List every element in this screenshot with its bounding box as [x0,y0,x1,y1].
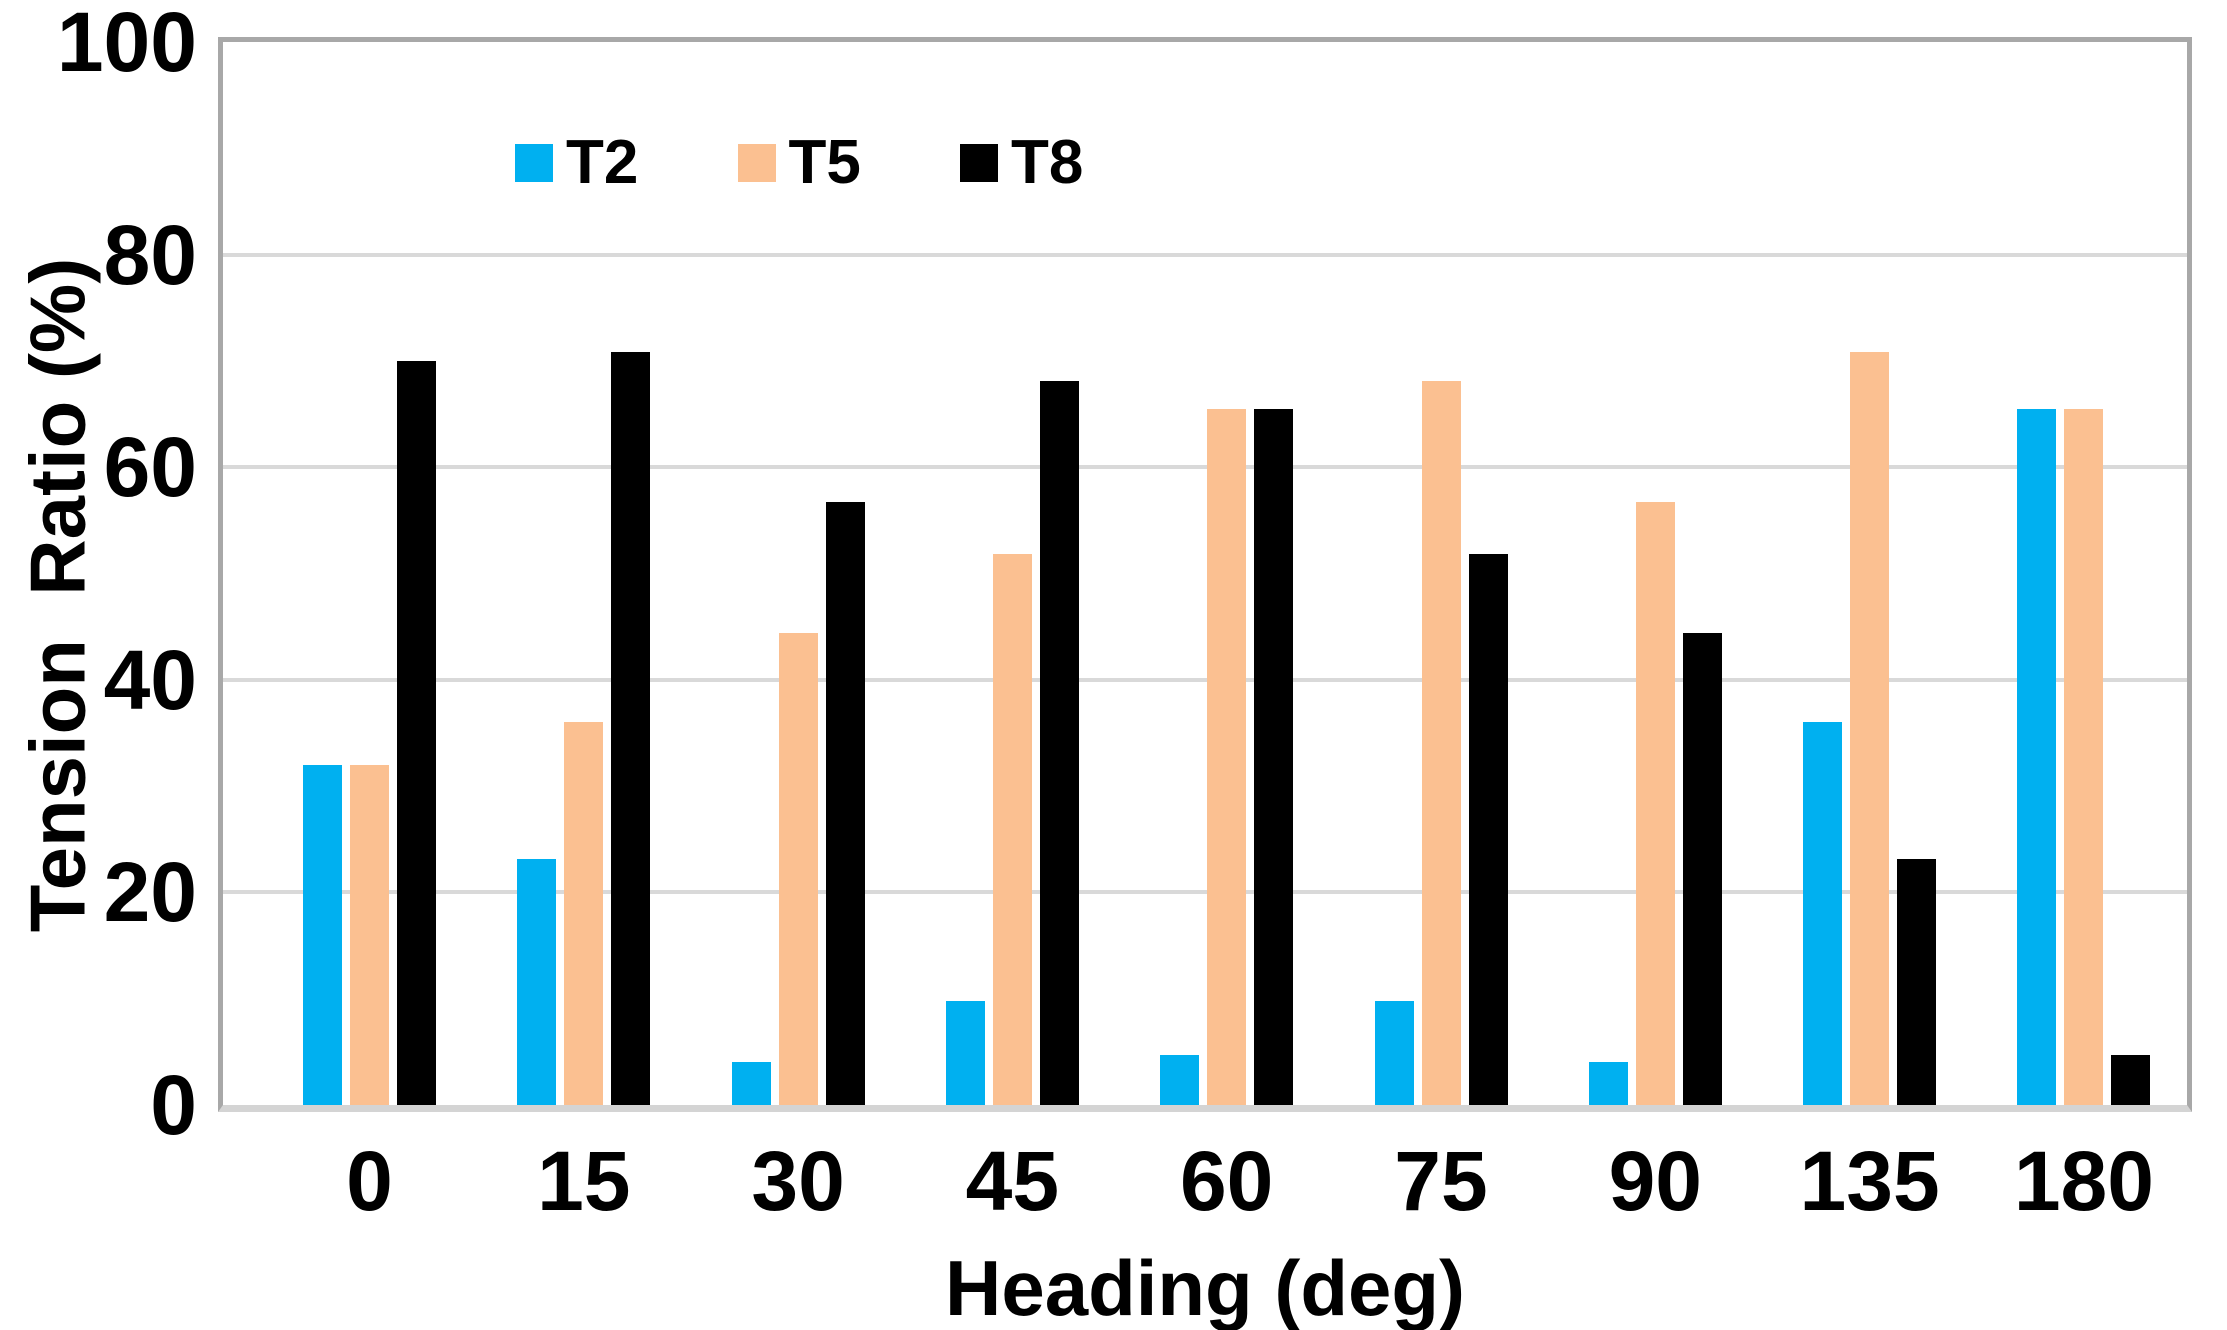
legend-entry-T5: T5 [737,128,861,197]
legend-label-T5: T5 [788,128,861,197]
legend-swatch-T8 [960,144,998,182]
legend-label-T8: T8 [1011,128,1084,197]
bar-T2-0 [303,764,342,1105]
bar-T2-45 [945,1000,985,1105]
bar-T5-135 [1850,352,1890,1105]
bar-T5-60 [1207,408,1247,1105]
x-tick-label-15: 15 [537,1134,631,1228]
gridline-40 [223,677,2187,682]
bar-T5-0 [350,764,389,1105]
bar-T5-90 [1635,502,1675,1105]
bar-T5-75 [1421,381,1461,1105]
x-tick-label-180: 180 [2013,1134,2154,1228]
x-tick-label-135: 135 [1799,1134,1940,1228]
bar-T5-15 [564,722,604,1105]
bar-T2-135 [1803,722,1843,1105]
x-axis-title: Heading (deg) [945,1244,1465,1330]
bar-T2-180 [2017,408,2057,1105]
x-tick-label-75: 75 [1394,1134,1488,1228]
gridline-20 [223,890,2187,895]
bar-T8-90 [1682,633,1722,1105]
y-tick-label-40: 40 [103,632,197,727]
y-axis-title: Tension Ratio (%) [13,257,102,933]
x-tick-label-0: 0 [346,1134,393,1228]
x-tick-label-60: 60 [1179,1134,1274,1228]
bar-T8-45 [1039,381,1079,1105]
x-tick-label-90: 90 [1608,1134,1703,1228]
bar-T8-75 [1468,554,1508,1105]
bar-T2-15 [517,859,557,1105]
bar-T8-180 [2111,1055,2151,1105]
y-tick-label-80: 80 [103,207,197,302]
bar-T2-75 [1374,1000,1414,1105]
bar-T2-90 [1588,1062,1628,1105]
y-tick-label-20: 20 [103,845,197,940]
bar-T5-180 [2064,408,2104,1105]
bar-T5-30 [778,633,818,1105]
plot-area: T2 T5 T8 [218,37,2192,1112]
gridline-80 [223,252,2187,257]
x-tick-label-45: 45 [965,1134,1060,1228]
x-tick-label-30: 30 [751,1134,845,1228]
bar-T8-30 [825,502,865,1105]
y-tick-label-100: 100 [56,0,197,89]
bar-T8-60 [1254,408,1294,1105]
gridline-60 [223,465,2187,470]
legend-entry-T2: T2 [515,128,639,197]
legend-label-T2: T2 [566,128,639,197]
bar-T5-45 [992,554,1032,1105]
y-tick-label-0: 0 [150,1058,197,1152]
y-tick-label-60: 60 [103,420,197,515]
legend-entry-T8: T8 [960,128,1084,197]
bar-T2-30 [731,1062,771,1105]
bar-T8-0 [397,360,436,1105]
bar-T2-60 [1160,1055,1200,1105]
legend-swatch-T5 [737,144,776,182]
legend-swatch-T2 [515,144,553,182]
bar-T8-15 [611,352,651,1105]
bar-T8-135 [1897,859,1937,1105]
